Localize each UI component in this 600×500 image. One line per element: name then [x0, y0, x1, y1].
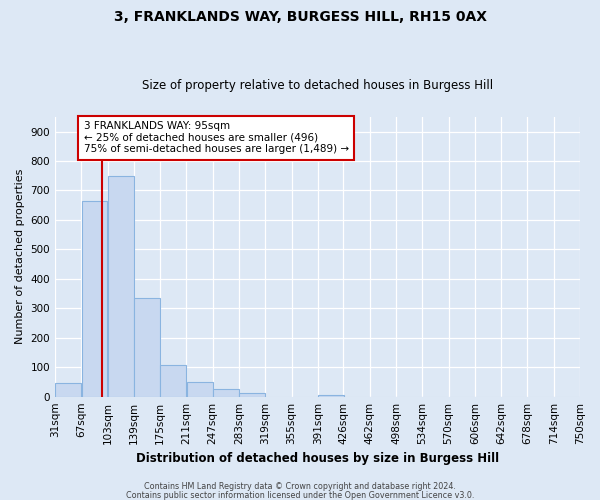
Bar: [239, 393, 265, 396]
Bar: [213, 389, 239, 396]
Bar: [160, 365, 186, 396]
Y-axis label: Number of detached properties: Number of detached properties: [15, 169, 25, 344]
Bar: [55, 382, 81, 396]
Bar: [108, 176, 134, 396]
Text: 3 FRANKLANDS WAY: 95sqm
← 25% of detached houses are smaller (496)
75% of semi-d: 3 FRANKLANDS WAY: 95sqm ← 25% of detache…: [83, 121, 349, 154]
Text: Contains HM Land Registry data © Crown copyright and database right 2024.: Contains HM Land Registry data © Crown c…: [144, 482, 456, 491]
Bar: [318, 395, 344, 396]
Text: Contains public sector information licensed under the Open Government Licence v3: Contains public sector information licen…: [126, 490, 474, 500]
Bar: [134, 298, 160, 396]
X-axis label: Distribution of detached houses by size in Burgess Hill: Distribution of detached houses by size …: [136, 452, 499, 465]
Text: 3, FRANKLANDS WAY, BURGESS HILL, RH15 0AX: 3, FRANKLANDS WAY, BURGESS HILL, RH15 0A…: [113, 10, 487, 24]
Bar: [187, 382, 212, 396]
Bar: [82, 200, 107, 396]
Title: Size of property relative to detached houses in Burgess Hill: Size of property relative to detached ho…: [142, 79, 493, 92]
